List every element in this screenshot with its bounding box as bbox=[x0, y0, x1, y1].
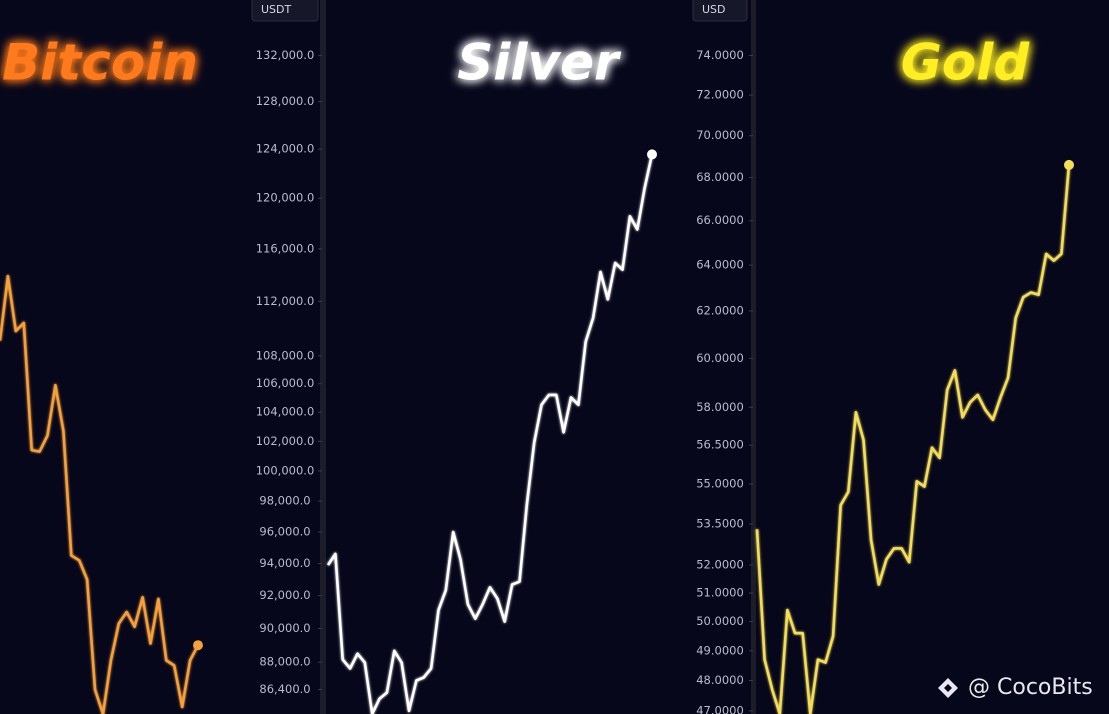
y-tick-label: 52.0000 bbox=[696, 557, 744, 571]
y-tick-label: 94,000.0 bbox=[259, 556, 310, 570]
y-tick-label: 60.0000 bbox=[696, 351, 744, 365]
y-tick-label: 96,000.0 bbox=[259, 524, 310, 538]
price-line bbox=[326, 154, 654, 714]
chart-title: Bitcoin bbox=[2, 34, 198, 92]
y-tick-label: 128,000.0 bbox=[256, 94, 315, 108]
y-tick-label: 55.0000 bbox=[696, 476, 744, 490]
y-tick-label: 88,000.0 bbox=[259, 655, 310, 669]
y-tick-label: 53.5000 bbox=[696, 516, 744, 530]
y-tick-label: 64.0000 bbox=[696, 258, 744, 272]
unit-box bbox=[251, 0, 319, 22]
charts: Bitcoin USDT 132,000.0 128,000.0 124,000.0 12… bbox=[0, 0, 1074, 714]
y-tick-label: 104,000.0 bbox=[256, 405, 315, 419]
y-tick-label: 112,000.0 bbox=[256, 294, 315, 308]
price-line bbox=[0, 274, 200, 714]
y-tick-label: 74.0000 bbox=[696, 48, 744, 62]
y-tick-label: 120,000.0 bbox=[256, 191, 315, 205]
y-tick-label: 51.0000 bbox=[696, 585, 744, 599]
y-tick-label: 70.0000 bbox=[696, 128, 744, 142]
y-tick-label: 58.0000 bbox=[696, 400, 744, 414]
y-tick-label: 66.0000 bbox=[696, 213, 744, 227]
y-tick-label: 62.0000 bbox=[696, 303, 744, 317]
y-tick-label: 106,000.0 bbox=[256, 376, 315, 390]
chart-title: Gold bbox=[901, 34, 1031, 92]
y-tick-label: 92,000.0 bbox=[259, 588, 310, 602]
y-tick-label: 98,000.0 bbox=[259, 494, 310, 508]
unit-box bbox=[692, 0, 748, 22]
y-tick-label: 108,000.0 bbox=[256, 348, 315, 362]
watermark: @ CocoBits bbox=[968, 675, 1093, 700]
y-tick-label: 86,400.0 bbox=[259, 682, 310, 696]
watermark-icon bbox=[938, 678, 958, 698]
y-tick-label: 102,000.0 bbox=[256, 434, 315, 448]
last-point bbox=[1064, 159, 1074, 170]
y-tick-label: 56.5000 bbox=[696, 438, 744, 452]
panel-divider bbox=[320, 0, 326, 714]
axis-unit: USDT bbox=[261, 3, 292, 16]
y-tick-label: 90,000.0 bbox=[259, 621, 310, 635]
last-point bbox=[647, 149, 657, 160]
y-tick-label: 124,000.0 bbox=[256, 142, 315, 156]
y-tick-label: 50.0000 bbox=[696, 614, 744, 628]
y-tick-label: 49.0000 bbox=[696, 643, 744, 657]
chart-title: Silver bbox=[457, 34, 622, 92]
panel-divider bbox=[751, 0, 756, 714]
price-line bbox=[755, 164, 1071, 714]
y-tick-label: 68.0000 bbox=[696, 170, 744, 184]
y-tick-label: 100,000.0 bbox=[256, 463, 315, 477]
y-tick-label: 72.0000 bbox=[696, 88, 744, 102]
y-tick-label: 47.0000 bbox=[696, 703, 744, 714]
y-tick-label: 48.0000 bbox=[696, 673, 744, 687]
last-point bbox=[193, 640, 203, 651]
axis-unit: USD bbox=[702, 3, 726, 16]
y-tick-label: 132,000.0 bbox=[256, 48, 315, 62]
y-tick-label: 116,000.0 bbox=[256, 241, 315, 255]
